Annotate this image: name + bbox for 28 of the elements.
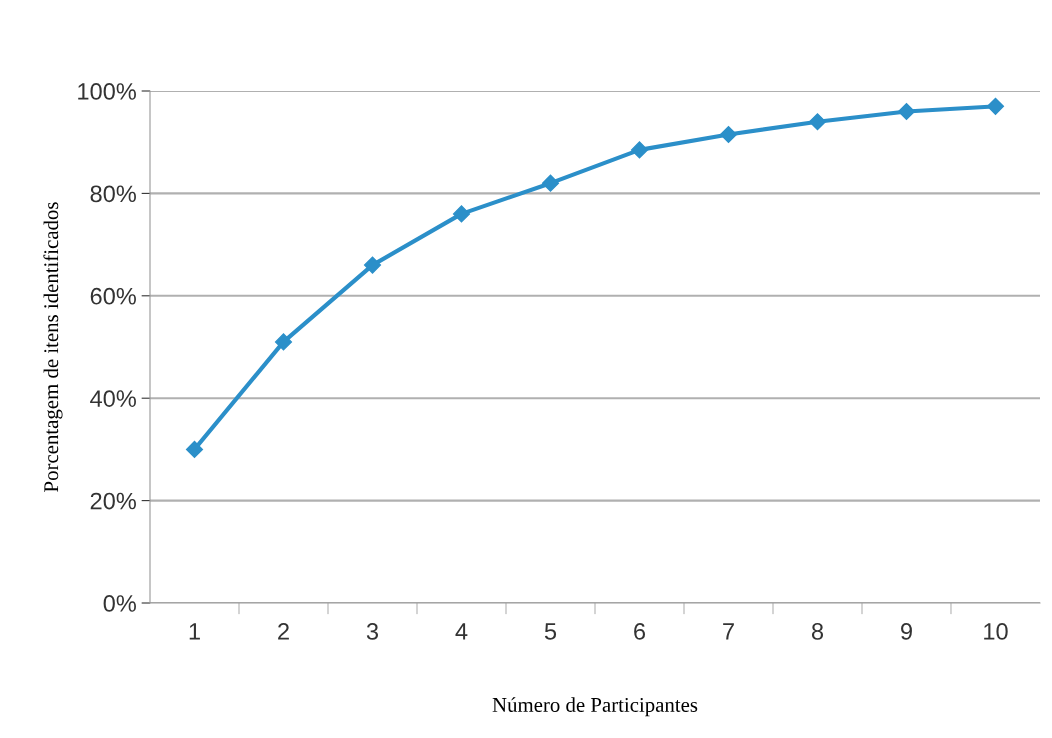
x-tick-label: 4 (455, 623, 468, 640)
point (986, 97, 1005, 115)
point (274, 333, 293, 351)
point (185, 440, 204, 458)
point (541, 174, 560, 192)
point (630, 141, 649, 159)
y-tick-label: 100% (78, 83, 136, 100)
y-tick-label: 20% (90, 492, 136, 510)
x-tick-label: 9 (901, 623, 912, 640)
x-tick-label: 2 (278, 623, 289, 640)
point (897, 102, 916, 121)
x-tick-label: 1 (189, 623, 200, 640)
y-tick-label: 80% (90, 185, 136, 203)
x-tick-label: 3 (366, 623, 379, 640)
x-tick-label: 7 (723, 623, 734, 640)
y-tick-label: 60% (90, 287, 136, 305)
x-tick-label: 6 (634, 623, 646, 640)
point (363, 256, 382, 274)
point (452, 205, 471, 223)
y-tick-label: 40% (90, 390, 136, 407)
x-tick-label: 5 (544, 623, 557, 640)
x-tick-label: 8 (811, 623, 824, 640)
point (719, 125, 738, 144)
y-axis-title: Porcentagem de itens identificados (43, 202, 63, 492)
y-tick-label: 0% (103, 595, 136, 612)
x-tick-label: 10 (984, 623, 1008, 640)
x-axis-title: Número de Participantes (492, 697, 698, 717)
point (808, 113, 827, 131)
